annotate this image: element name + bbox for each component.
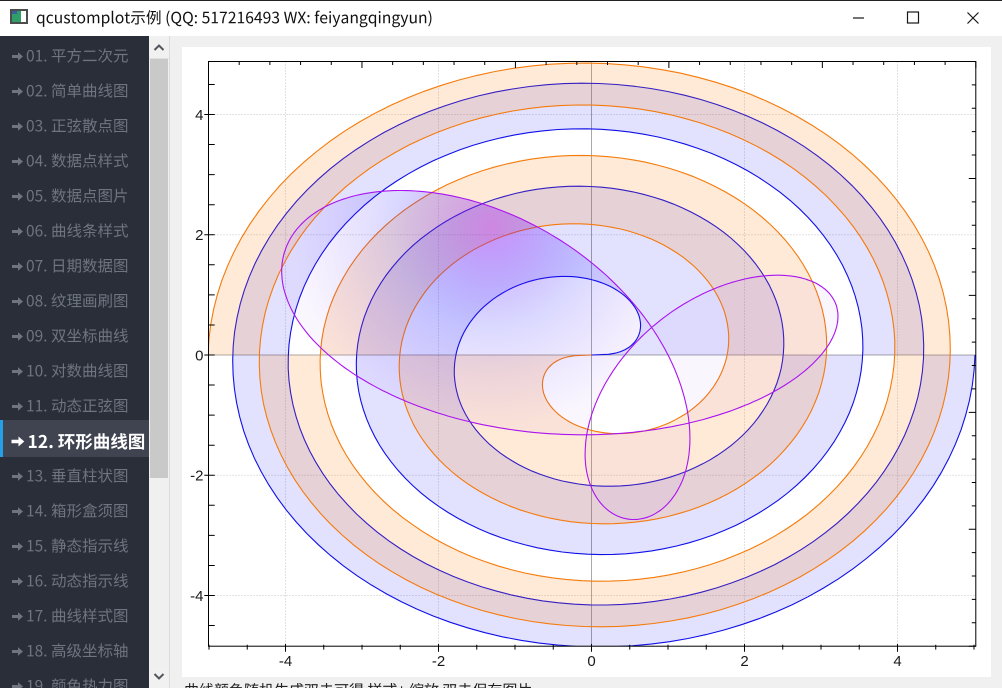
svg-text:-2: -2 (432, 653, 445, 670)
svg-text:2: 2 (195, 227, 203, 244)
svg-text:-4: -4 (279, 653, 292, 670)
svg-text:2: 2 (740, 653, 748, 670)
svg-text:-4: -4 (190, 588, 203, 605)
svg-text:0: 0 (195, 347, 203, 364)
svg-text:-2: -2 (190, 468, 203, 485)
svg-text:4: 4 (195, 107, 203, 124)
svg-text:0: 0 (587, 653, 595, 670)
svg-text:4: 4 (893, 653, 901, 670)
